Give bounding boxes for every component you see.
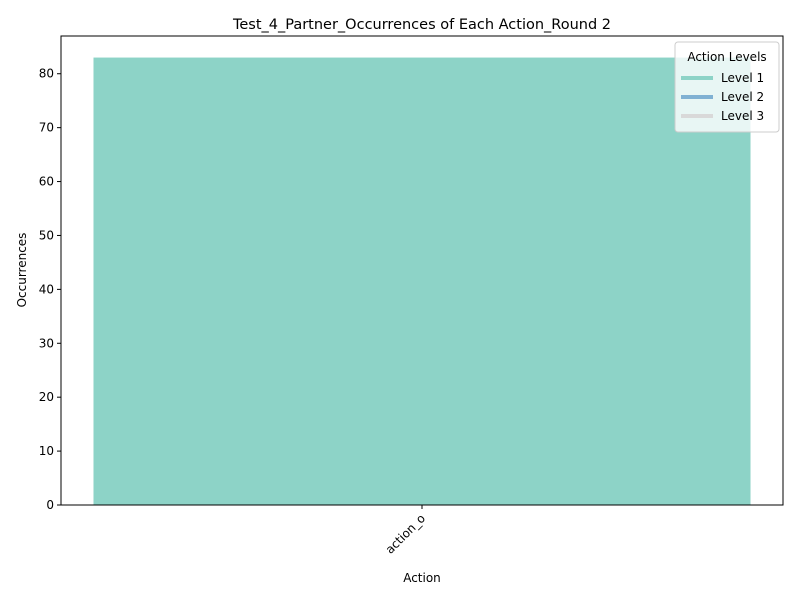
bar-action_o — [93, 57, 751, 505]
y-tick-label-50: 50 — [39, 228, 54, 242]
y-tick-label-60: 60 — [39, 175, 54, 189]
legend: Action Levels Level 1 Level 2 Level 3 — [674, 41, 780, 133]
bars-group — [93, 57, 751, 505]
x-tick-label-action_o: action_o — [383, 511, 428, 556]
chart-title: Test_4_Partner_Occurrences of Each Actio… — [232, 17, 611, 33]
y-tick-label-80: 80 — [39, 67, 54, 81]
legend-label-1: Level 1 — [721, 71, 764, 85]
y-tick-label-20: 20 — [39, 390, 54, 404]
legend-title: Action Levels — [687, 50, 766, 64]
legend-label-2: Level 2 — [721, 90, 764, 104]
plot-frame — [60, 35, 784, 506]
y-tick-label-70: 70 — [39, 121, 54, 135]
y-tick-label-30: 30 — [39, 336, 54, 350]
y-axis-title: Occurrences — [15, 233, 29, 308]
y-tick-label-10: 10 — [39, 444, 54, 458]
y-tick-label-0: 0 — [46, 498, 54, 512]
y-tick-label-40: 40 — [39, 282, 54, 296]
legend-label-3: Level 3 — [721, 109, 764, 123]
x-axis-title: Action — [403, 571, 441, 585]
legend-frame — [674, 41, 780, 133]
